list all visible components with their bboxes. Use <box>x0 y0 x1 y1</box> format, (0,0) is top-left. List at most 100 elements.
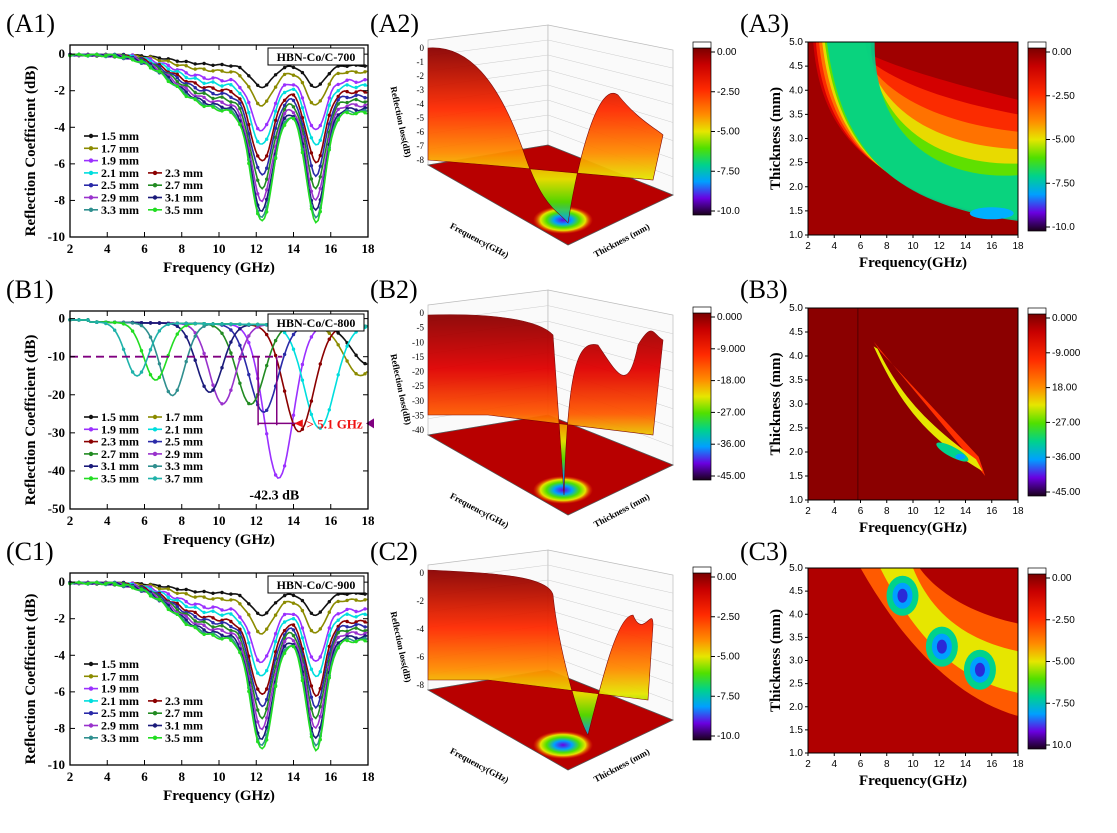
series-point <box>229 328 233 332</box>
x-tick-label: 14 <box>287 513 301 528</box>
colorbar-label: 18.00 <box>1052 383 1077 394</box>
panel-label-a2: (A2) <box>370 9 419 38</box>
series-point <box>202 91 206 95</box>
series-point <box>273 656 278 661</box>
y-tick-label: 2.0 <box>789 447 803 458</box>
series-point <box>220 62 224 67</box>
legend-marker <box>152 414 158 420</box>
series-point <box>175 321 179 326</box>
series-point <box>229 607 233 611</box>
series-point <box>139 59 144 64</box>
series-point <box>184 614 188 618</box>
series-point <box>229 598 233 602</box>
x-axis-title: Frequency(GHz) <box>448 491 510 530</box>
series-point <box>220 100 224 104</box>
series-line-3 <box>69 53 368 132</box>
series-point <box>318 655 322 659</box>
series-point <box>318 186 322 191</box>
surface-sheet <box>427 47 664 224</box>
colorbar-label: -2.50 <box>717 612 740 623</box>
series-point <box>363 106 367 110</box>
contour-ridge-core <box>955 453 966 460</box>
series-point <box>166 607 170 612</box>
x-tick-label: 6 <box>858 506 864 517</box>
series-point <box>345 70 349 75</box>
legend-marker <box>88 686 94 691</box>
series-point <box>291 623 296 627</box>
x-tick-label: 2 <box>67 513 74 528</box>
z-tick-label: -4 <box>417 99 425 109</box>
panel-label-b3: (B3) <box>740 275 788 304</box>
x-tick-label: 14 <box>960 759 972 770</box>
x-axis-title: Frequency(GHz) <box>448 746 510 785</box>
legend-label: 2.9 mm <box>101 719 139 733</box>
series-point <box>354 609 358 614</box>
x-tick-label: 12 <box>250 513 263 528</box>
colorbar-label: -7.50 <box>717 691 740 702</box>
series-point <box>184 359 188 364</box>
series-point <box>211 63 215 67</box>
series-point <box>86 318 90 322</box>
series-line-11 <box>69 581 368 752</box>
colorbar <box>692 572 712 741</box>
legend-marker <box>152 427 158 432</box>
series-point <box>354 353 358 357</box>
colorbar-label: 0.00 <box>717 572 737 583</box>
series-point <box>345 104 349 109</box>
x-axis-title: Frequency(GHz) <box>859 255 967 271</box>
x-tick-label: 16 <box>324 241 338 256</box>
series-point <box>166 587 170 591</box>
contour-ridge-mid <box>873 346 983 472</box>
series-point <box>113 54 117 58</box>
panel-label-b2: (B2) <box>370 275 418 304</box>
series-point <box>238 357 242 361</box>
series-point <box>139 349 144 353</box>
series-point <box>157 321 162 325</box>
series-point <box>345 89 349 94</box>
series-point <box>220 637 224 641</box>
series-point <box>220 633 224 637</box>
series-point <box>238 602 242 606</box>
series-point <box>282 600 287 605</box>
series-point <box>193 86 197 90</box>
series-point <box>256 697 260 701</box>
series-point <box>265 122 269 127</box>
x-tick-label: 8 <box>884 759 890 770</box>
x-tick-label: 8 <box>179 241 186 256</box>
colorbar-label: -7.50 <box>1052 698 1075 709</box>
series-point <box>202 605 206 609</box>
series-point <box>229 388 233 392</box>
series-point <box>345 625 349 629</box>
legend-marker <box>88 451 94 457</box>
y-tick-label: 0 <box>59 311 66 326</box>
legend-label: 3.1 mm <box>165 191 203 205</box>
series-point <box>265 177 269 181</box>
x-axis-title: Frequency (GHz) <box>163 532 275 548</box>
series-point <box>130 329 135 333</box>
series-point <box>309 707 314 711</box>
series-point <box>273 156 278 161</box>
legend-label: 3.3 mm <box>165 459 203 473</box>
y-tick-label: 3.5 <box>789 632 803 643</box>
series-point <box>95 580 99 585</box>
series-point <box>363 361 367 366</box>
colorbar <box>1027 573 1047 750</box>
series-point <box>363 639 367 643</box>
series-point <box>229 110 233 114</box>
x-tick-label: 18 <box>1012 506 1024 517</box>
series-point <box>273 338 278 343</box>
series-point <box>238 327 242 331</box>
x-tick-label: 4 <box>104 769 111 784</box>
y-tick-label: 4.5 <box>789 61 803 72</box>
series-point <box>247 613 251 617</box>
series-point <box>184 86 188 90</box>
series-point <box>345 83 349 87</box>
series-point <box>309 164 314 168</box>
x-tick-label: 16 <box>986 759 998 770</box>
x-tick-label: 2 <box>67 769 74 784</box>
colorbar <box>1027 47 1047 232</box>
series-point <box>265 687 269 691</box>
series-line-9 <box>69 581 368 741</box>
